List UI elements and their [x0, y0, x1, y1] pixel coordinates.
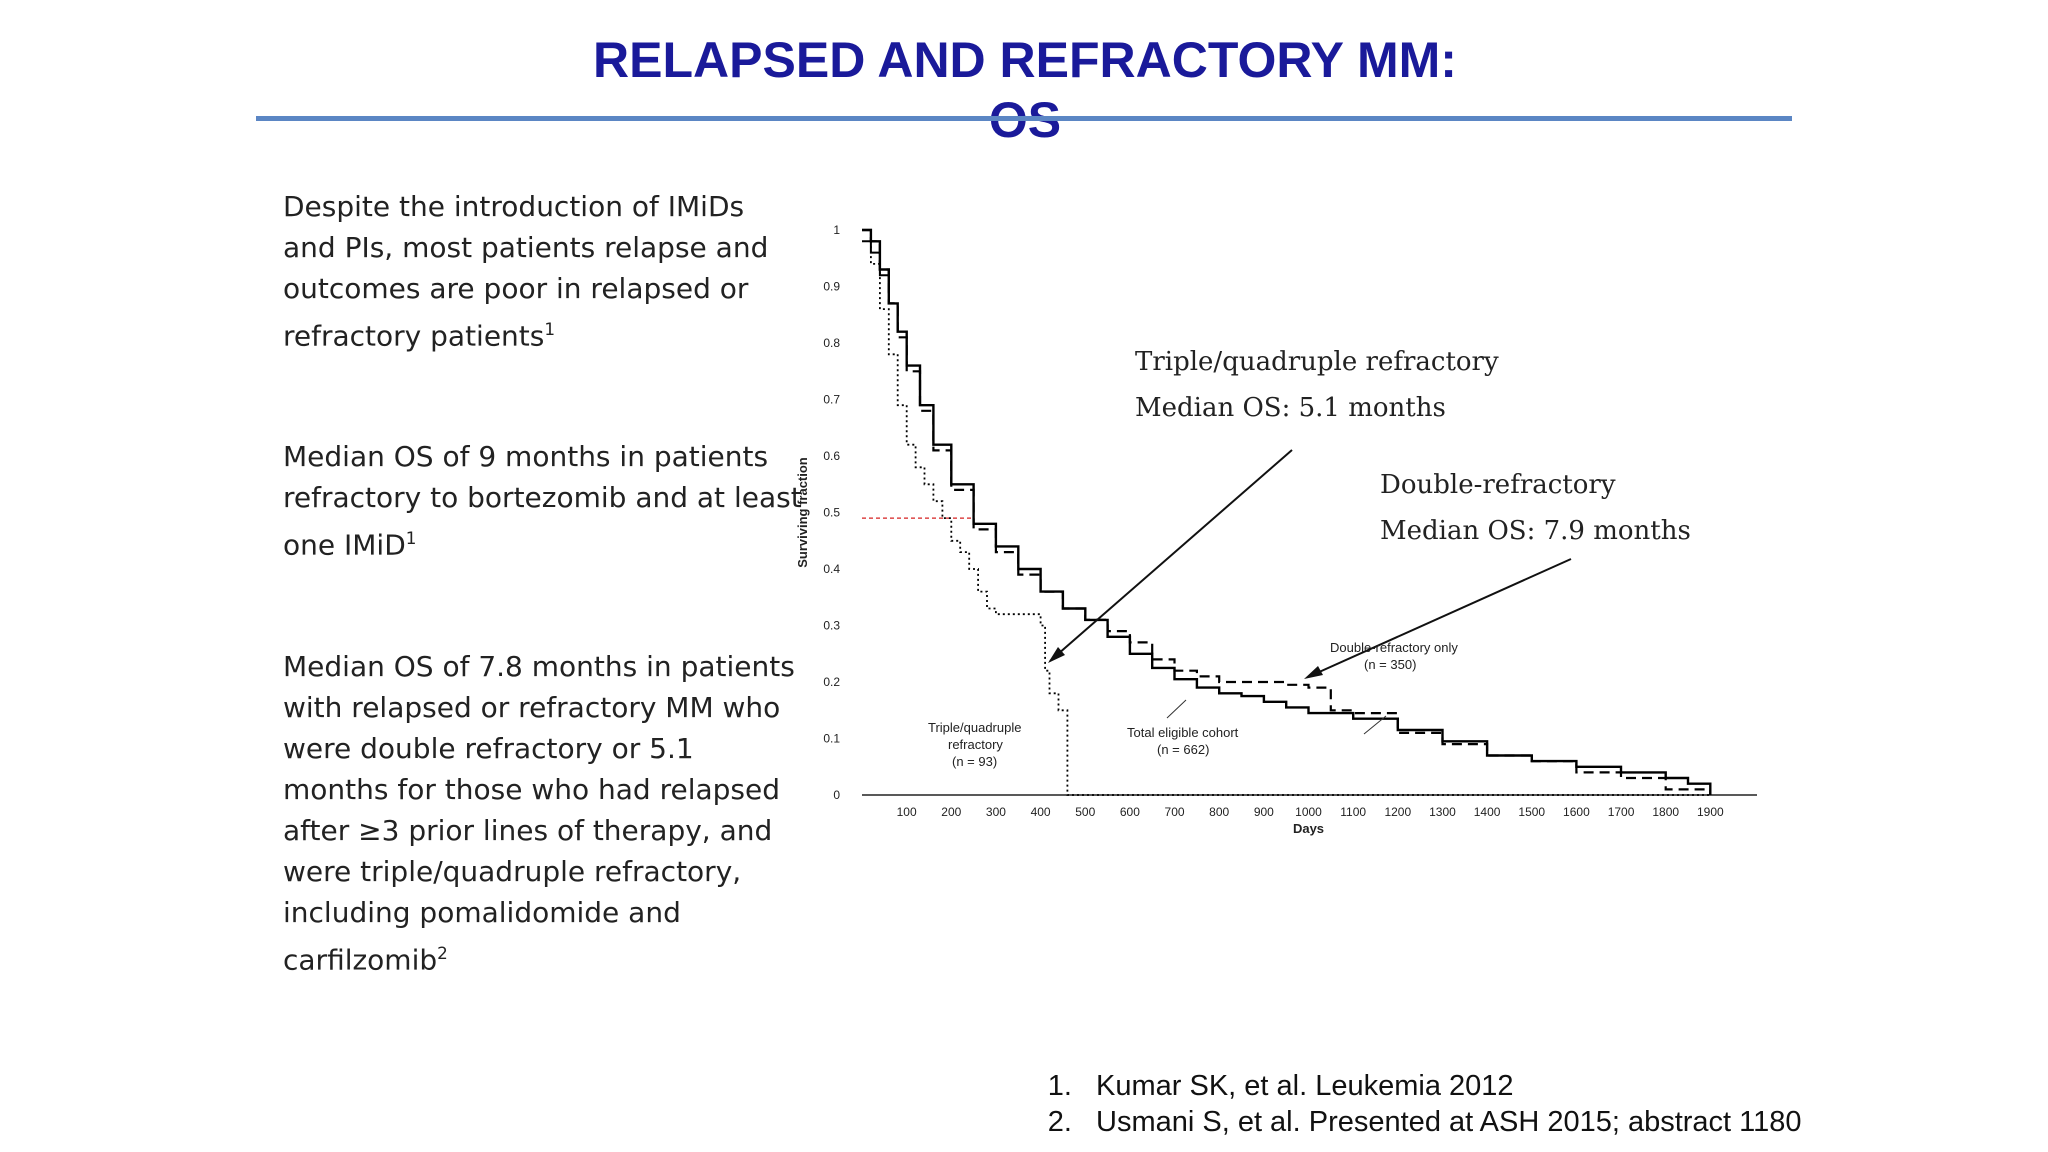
- series-line-dotted: [862, 229, 1711, 796]
- x-tick-label: 500: [1075, 805, 1095, 819]
- y-tick-label: 0: [833, 788, 840, 802]
- y-tick-label: 0.1: [823, 732, 840, 746]
- slide-title: RELAPSED AND REFRACTORY MM: OS: [593, 32, 1457, 148]
- label-double-n: (n = 350): [1364, 657, 1416, 672]
- y-tick-label: 0.5: [823, 506, 840, 520]
- y-tick-label: 0.3: [823, 619, 840, 633]
- x-tick-label: 1100: [1340, 805, 1366, 819]
- bullet-text: Median OS of 7.8 months in patients with…: [283, 649, 795, 976]
- reference-item: Usmani S, et al. Presented at ASH 2015; …: [1080, 1104, 1802, 1140]
- arrowhead-triple: [1048, 647, 1065, 663]
- x-tick-label: 200: [941, 805, 961, 819]
- title-divider: [256, 116, 1792, 121]
- x-tick-label: 1900: [1697, 805, 1724, 819]
- x-tick-label: 900: [1254, 805, 1274, 819]
- x-tick-label: 1000: [1295, 805, 1322, 819]
- citation-sup: 2: [437, 942, 448, 963]
- x-axis-label: Days: [1293, 821, 1324, 836]
- y-tick-label: 1: [833, 223, 840, 237]
- y-tick-label: 0.7: [823, 393, 840, 407]
- x-tick-label: 1700: [1608, 805, 1635, 819]
- bullet-text: Median OS of 9 months in patients refrac…: [283, 440, 802, 562]
- bullet-list: Despite the introduction of IMiDs and PI…: [283, 186, 803, 1060]
- arrowhead-double: [1304, 666, 1323, 679]
- x-tick-label: 1300: [1429, 805, 1456, 819]
- callout-triple-label: Triple/quadruple refractory: [1135, 347, 1499, 377]
- y-tick-label: 0.6: [823, 449, 840, 463]
- bullet-item: Median OS of 7.8 months in patients with…: [283, 646, 803, 980]
- label-triple: Triple/quadruple: [928, 720, 1021, 735]
- pointer-double: [1363, 715, 1387, 735]
- label-total: Total eligible cohort: [1127, 725, 1239, 740]
- label-triple-n: (n = 93): [952, 754, 997, 769]
- y-tick-label: 0.4: [823, 562, 840, 576]
- x-tick-label: 600: [1120, 805, 1140, 819]
- x-tick-label: 1800: [1652, 805, 1679, 819]
- x-tick-label: 800: [1209, 805, 1229, 819]
- citation-sup: 1: [405, 528, 417, 549]
- x-tick-label: 400: [1031, 805, 1051, 819]
- callout-double-median: Median OS: 7.9 months: [1380, 516, 1691, 546]
- y-tick-label: 0.2: [823, 675, 840, 689]
- x-tick-label: 100: [897, 805, 917, 819]
- label-triple-2: refractory: [948, 737, 1003, 752]
- series-line-fragment: [862, 240, 890, 293]
- pointer-total: [1166, 699, 1187, 719]
- y-axis-label: Surviving fraction: [795, 457, 810, 568]
- callout-triple-median: Median OS: 5.1 months: [1135, 393, 1446, 423]
- citation-sup: 1: [544, 319, 556, 339]
- bullet-item: Median OS of 9 months in patients refrac…: [283, 436, 803, 565]
- y-tick-label: 0.8: [823, 336, 840, 350]
- label-double-only: Double-refractory only: [1330, 640, 1458, 655]
- reference-item: Kumar SK, et al. Leukemia 2012: [1080, 1068, 1802, 1104]
- references: Kumar SK, et al. Leukemia 2012 Usmani S,…: [1022, 1068, 1802, 1140]
- x-tick-label: 1500: [1518, 805, 1545, 819]
- bullet-text: Despite the introduction of IMiDs and PI…: [283, 190, 769, 353]
- x-tick-label: 1200: [1384, 805, 1411, 819]
- bullet-item: Despite the introduction of IMiDs and PI…: [283, 186, 803, 356]
- y-tick-label: 0.9: [823, 280, 840, 294]
- series-line-dashed: [862, 228, 1712, 795]
- callout-arrow-triple: [1049, 449, 1293, 662]
- callout-arrow-double: [1307, 558, 1572, 678]
- x-tick-label: 1600: [1563, 805, 1590, 819]
- x-tick-label: 700: [1165, 805, 1185, 819]
- x-tick-label: 300: [986, 805, 1006, 819]
- series-line-solid: [862, 228, 1712, 795]
- label-total-n: (n = 662): [1157, 742, 1209, 757]
- x-tick-label: 1400: [1474, 805, 1501, 819]
- callout-double-label: Double-refractory: [1380, 470, 1616, 500]
